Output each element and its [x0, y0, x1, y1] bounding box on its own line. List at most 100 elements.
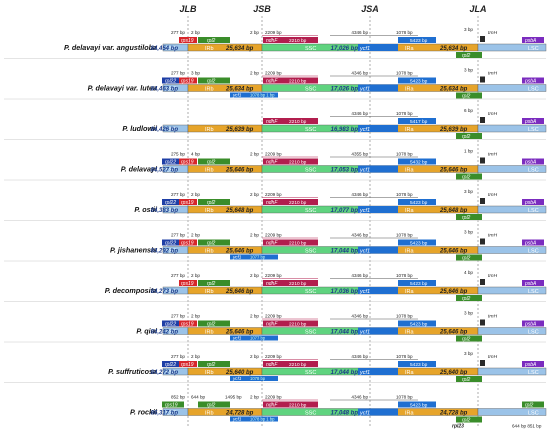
region-label-irb: IRb [205, 168, 214, 174]
gene-trnh: trnH [488, 30, 498, 36]
jsb-left-bp: 2 bp [250, 314, 259, 319]
region-label-lsc-right: LSC [528, 168, 539, 174]
region-label-ira: IRa [405, 249, 415, 255]
jsa-right-bp: 1078 bp [396, 233, 413, 238]
irb-size: 25,648 bp [225, 208, 254, 214]
gene-rps19: rps19 [181, 281, 194, 287]
jsa-left-bp: 4346 bp [351, 111, 368, 116]
jlb-right-bp: 4 bp [191, 152, 200, 157]
gene-box-rps19 [179, 37, 197, 43]
gene-box-ira [398, 320, 436, 327]
region-label-ira: IRa [405, 46, 415, 52]
gene-box-rpl2-ira [456, 173, 482, 180]
region-label-ssc: SSC [305, 208, 316, 214]
region-label-lsc-right: LSC [528, 289, 539, 295]
gene-box-rps19 [179, 239, 197, 246]
jlb-left-bp: 277 bp [171, 233, 185, 238]
gene-box-rpl2-irb [198, 37, 230, 43]
region-label-ssc: SSC [305, 46, 316, 52]
gene-right: psbA [524, 241, 537, 247]
species-name: P. delavayi [121, 165, 158, 174]
gene-right: psbA [524, 200, 537, 206]
jla-bp: 3 bp [464, 351, 473, 356]
gene-right: psbA [524, 322, 537, 328]
ira-size: 25,639 bp [439, 127, 468, 133]
gene-box-right [522, 320, 544, 327]
jsa-left-bp: 4346 bp [351, 395, 368, 400]
gene-lsc-top: rpl22 [165, 79, 176, 85]
species-name: P. ludlowii [122, 124, 158, 133]
gene-ycf1-dup: ycf1 [232, 255, 242, 260]
jsb-right-bp: 2209 bp [265, 354, 282, 359]
gene-rpl2-irb: rpl2 [207, 241, 216, 247]
gene-ndhf: ndhF [266, 119, 278, 125]
gene-rpl2-ira: rpl2 [462, 175, 471, 181]
jsb-right-bp: 2209 bp [265, 192, 282, 197]
gene-rpl2-ira: rpl2 [462, 337, 471, 343]
gene-right: psbA [524, 281, 537, 287]
species-name: P. decomposita [105, 286, 157, 295]
jsb-right-bp: 2209 bp [265, 71, 282, 76]
gene-ycf1: ycf1 [359, 46, 370, 52]
gene-rpl2-ira: rpl2 [462, 53, 471, 59]
gene-trnh: trnH [488, 354, 498, 360]
species-name: P. jishanensis [110, 246, 157, 255]
gene-rpl2-ira: rpl2 [462, 215, 471, 221]
jsa-left-bp: 4346 bp [351, 30, 368, 35]
ira-size: 25,646 bp [439, 168, 468, 174]
jsa-right-bp: 1078 bp [396, 354, 413, 359]
gene-rpl2-irb: rpl2 [207, 403, 216, 409]
region-label-lsc-right: LSC [528, 411, 539, 417]
region-label-lsc: LSC [166, 289, 177, 295]
ira-gene-bp: 5423 bp [410, 79, 428, 85]
gene-trnh: trnH [488, 111, 498, 117]
ndhf-bp: 2210 bp [289, 362, 307, 368]
gene-lsc-top: rpl22 [165, 362, 176, 368]
gene-box-right [522, 239, 544, 246]
gene-box-rpl2-ira [456, 214, 482, 220]
gene-ycf1-dup: ycf1 [232, 336, 242, 341]
region-label-lsc: LSC [166, 249, 177, 255]
gene-box-trnh [480, 157, 485, 164]
gene-box-ira [398, 361, 436, 367]
jsb-left-bp: 2 bp [250, 30, 259, 35]
gene-box-ycf1-dup [230, 92, 278, 98]
region-label-irb: IRb [205, 208, 214, 214]
ira-size: 25,634 bp [439, 87, 468, 93]
gene-box-right [522, 77, 544, 84]
gene-box-trnh [480, 198, 485, 204]
gene-box-right [522, 280, 544, 286]
gene-ndhf: ndhF [266, 322, 278, 328]
gene-box-trnh [480, 279, 485, 285]
irb-size: 25,639 bp [225, 127, 254, 133]
ira-gene-bp: 5423 bp [410, 362, 428, 368]
species-name: P. rockii [130, 408, 158, 417]
jlb-right-bp: 644 bp [191, 395, 205, 400]
region-label-irb: IRb [205, 370, 214, 376]
ira-size: 25,646 bp [439, 289, 468, 295]
gene-ycf1: ycf1 [359, 289, 370, 295]
gene-box-ndhf [263, 158, 318, 165]
gene-box-ycf1-dup [230, 416, 278, 422]
gene-box-rps19 [179, 280, 197, 286]
ira-gene-bp: 5417 bp [410, 119, 428, 125]
jsb-left-bp: 2 bp [250, 395, 259, 400]
region-label-ssc: SSC [305, 87, 316, 93]
ssc-size: 17,053 bp [331, 168, 359, 174]
gene-lsc-top: rpl22 [165, 241, 176, 247]
lsc-size: 84,426 bp [151, 127, 179, 133]
gene-ndhf: ndhF [266, 362, 278, 368]
ndhf-bp: 2210 bp [289, 38, 307, 44]
jsa-right-bp: 1078 bp [396, 395, 413, 400]
gene-trnh: trnH [488, 71, 498, 77]
irb-size: 25,634 bp [225, 46, 254, 52]
region-lsc2 [477, 327, 547, 335]
below-bp: 1078 bp [250, 376, 266, 381]
gene-right: psbA [524, 362, 537, 368]
lsc-size: 84,292 bp [151, 249, 179, 255]
gene-box-rps19 [179, 320, 197, 327]
jsa-right-bp: 1078 bp [396, 192, 413, 197]
region-label-lsc: LSC [166, 87, 177, 93]
gene-box-right [522, 401, 544, 408]
